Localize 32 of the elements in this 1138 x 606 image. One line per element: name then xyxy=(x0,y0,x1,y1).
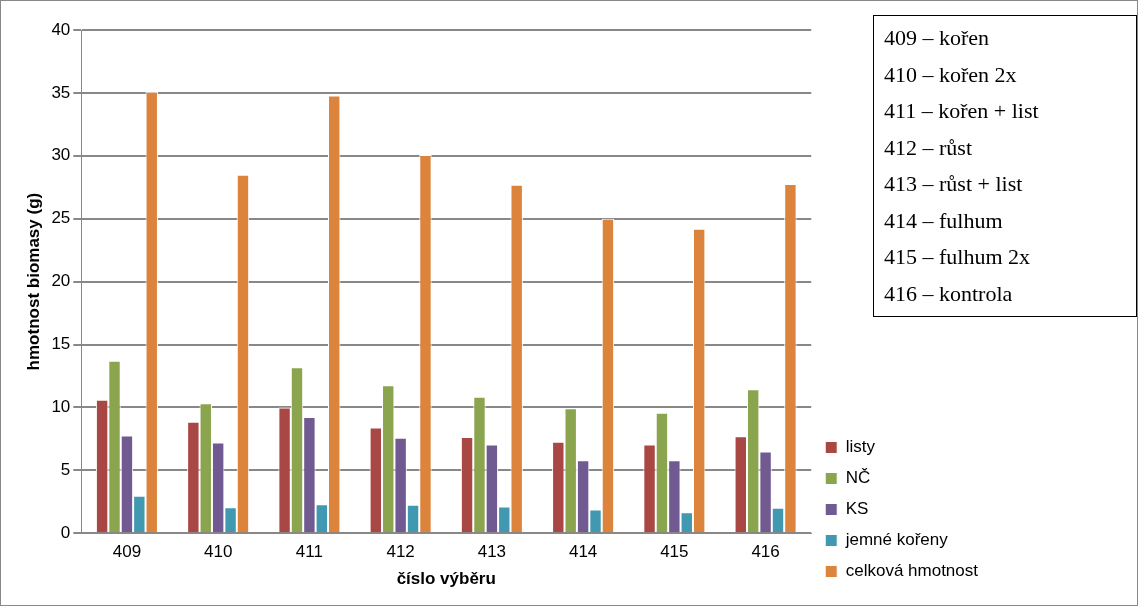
text: 411 – kořen + list xyxy=(884,97,1040,125)
x-tick-label: 412 xyxy=(386,542,415,562)
x-tick-label: 409 xyxy=(112,542,142,562)
x-tick-label: 413 xyxy=(477,542,507,562)
y-tick-label: 30 xyxy=(51,145,71,165)
x-tick-label: 414 xyxy=(568,542,598,562)
x-tick-label: 415 xyxy=(660,542,689,562)
x-tick-label: 410 xyxy=(203,542,233,562)
legend-label: listy xyxy=(845,437,876,457)
legend-label: KS xyxy=(845,499,869,519)
y-axis-title: hmotnost biomasy (g) xyxy=(23,192,43,371)
text: 415 – fulhum 2x xyxy=(884,243,1032,271)
text: 414 – fulhum xyxy=(884,206,1004,235)
text: 413 – růst + list xyxy=(884,170,1024,198)
y-tick-label: 0 xyxy=(60,522,71,542)
legend-label: NČ xyxy=(845,468,871,488)
text: 410 – kořen 2x xyxy=(884,60,1018,89)
text: 412 – růst xyxy=(884,133,973,162)
x-tick-label: 411 xyxy=(295,542,323,562)
text: 409 – kořen xyxy=(884,24,991,52)
y-tick-label: 10 xyxy=(51,397,71,417)
legend-label: celková hmotnost xyxy=(845,561,979,581)
text: 416 – kontrola xyxy=(884,279,1014,308)
y-tick-label: 15 xyxy=(51,334,71,354)
y-tick-label: 35 xyxy=(51,82,71,102)
y-tick-label: 40 xyxy=(51,19,71,39)
x-axis-title: číslo výběru xyxy=(396,569,496,589)
y-tick-label: 25 xyxy=(51,208,71,228)
x-tick-label: 416 xyxy=(751,542,780,562)
y-tick-label: 5 xyxy=(60,459,71,479)
legend-label: jemné kořeny xyxy=(844,530,949,550)
y-tick-label: 20 xyxy=(51,271,71,291)
